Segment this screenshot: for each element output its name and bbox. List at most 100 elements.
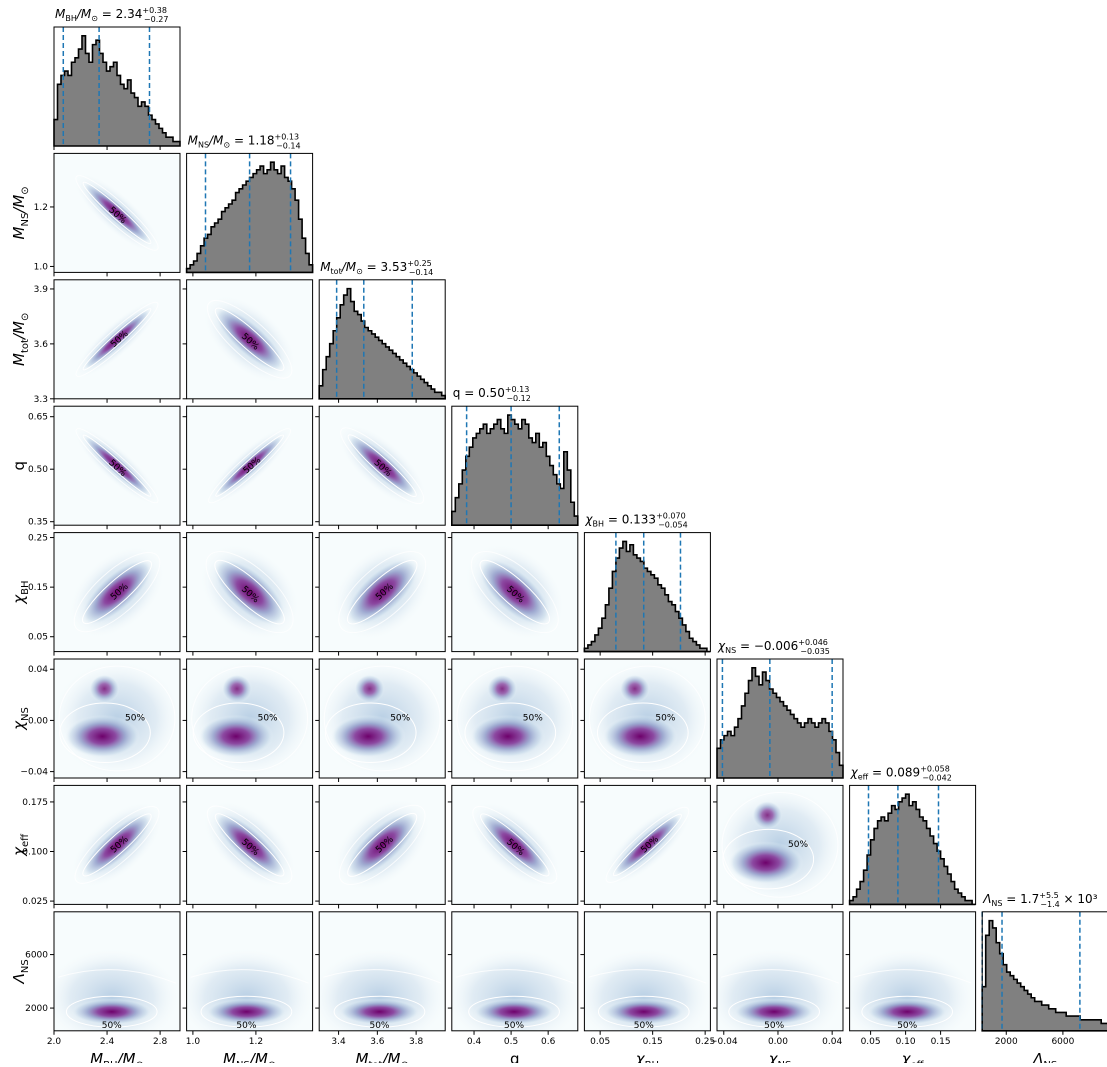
contour-label: 50% (102, 1021, 122, 1031)
density-core (487, 674, 518, 704)
density-panel-chibh-vs-q: 50% (447, 532, 579, 656)
contour-90 (206, 299, 293, 379)
contour-90 (456, 665, 574, 772)
y-tick-label: −0.04 (20, 768, 48, 778)
y-tick-label: 0.15 (28, 583, 48, 593)
density-frame (583, 658, 711, 779)
density-haze (849, 947, 976, 1031)
density-core (752, 800, 783, 830)
contour-50 (464, 702, 557, 764)
x-tick-label: 0.04 (822, 1037, 842, 1047)
y-tick-label: 0.00 (28, 716, 48, 726)
hist-title-lambdans: ΛNS = 1.7+5.5 −1.4 × 10³ (982, 891, 1097, 909)
hist-panel-chins: χNS = −0.006+0.046 −0.035 (716, 638, 844, 782)
hist-title-mns: MNS/M⊙ = 1.18+0.13 −0.14 (188, 132, 301, 150)
density-core (473, 998, 555, 1025)
contour-50 (82, 434, 152, 497)
density-frame (53, 911, 181, 1032)
y-tick-label: 0.175 (22, 798, 48, 808)
x-tick-label: 0.15 (643, 1037, 663, 1047)
contour-90 (338, 551, 427, 634)
x-tick-label: 0.4 (467, 1037, 482, 1047)
contour-90 (57, 969, 177, 984)
contour-90 (323, 969, 442, 984)
density-frame (186, 911, 314, 1032)
density-core (347, 434, 417, 498)
y-tick-label: 0.05 (28, 633, 48, 643)
x-axis-label-mbh: MBH/M⊙ (90, 1050, 144, 1063)
density-frame (186, 658, 314, 779)
density-panel-chieff-vs-chibh: 50% (580, 784, 711, 909)
contour-50 (612, 813, 682, 877)
contour-90 (472, 805, 558, 884)
contour-50 (82, 181, 152, 245)
contour-50 (65, 995, 158, 1028)
x-axis-label-chins: χNS (768, 1050, 792, 1063)
hist-fill-mbh (54, 35, 180, 146)
density-frame (318, 658, 446, 779)
density-core (619, 674, 650, 704)
density-core (727, 841, 804, 885)
hist-title-q: q = 0.50+0.13 −0.12 (453, 385, 531, 403)
contour-90 (323, 665, 441, 772)
density-frame (451, 784, 579, 905)
x-tick-label: 0.05 (590, 1037, 610, 1047)
contour-90 (75, 428, 159, 504)
density-core (221, 674, 253, 704)
density-panel-lambdans-vs-mtot: 50% 3.4 3.6 3.8Mtot/M⊙ (315, 911, 446, 1067)
density-panel-chibh-vs-mtot: 50% (315, 532, 446, 656)
contour-90 (74, 805, 160, 884)
contour-label: 50% (504, 1021, 524, 1031)
density-panel-chieff-vs-chins: 50% (713, 784, 844, 909)
y-axis-label-chieff: χeff (10, 833, 31, 857)
density-core (603, 998, 685, 1025)
hist-frame (451, 405, 579, 526)
density-panel-lambdans-vs-q: 50% 0.4 0.5 0.6 q (447, 911, 579, 1067)
contour-label: 50% (897, 1021, 917, 1031)
x-tick-label: 0.6 (541, 1037, 556, 1047)
contour-90 (605, 806, 690, 883)
y-axis-label-chibh: χBH (10, 580, 31, 604)
contour-90 (58, 665, 176, 772)
contour-50 (214, 813, 285, 877)
density-core (345, 558, 419, 627)
density-haze (584, 947, 711, 1031)
density-panel-chins-vs-mns: 50% (182, 658, 314, 782)
contour-50 (480, 813, 550, 877)
hist-edge-lambdans (981, 919, 1107, 1032)
x-tick-label: 3.6 (370, 1037, 385, 1047)
y-tick-label: 2000 (25, 1004, 48, 1014)
hist-panel-mns: MNS/M⊙ = 1.18+0.13 −0.14 (185, 132, 314, 277)
density-panel-q-vs-mbh: 50%0.350.500.65q (10, 405, 181, 530)
contour-label: 50% (369, 1021, 389, 1031)
density-haze (319, 947, 446, 1031)
x-tick-label: 0.05 (861, 1037, 881, 1047)
x-axis-label-chibh: χBH (635, 1050, 659, 1063)
contour-90 (588, 969, 707, 984)
x-tick-label: 3.8 (409, 1037, 424, 1047)
contour-50 (81, 560, 153, 625)
x-tick-label: 0.00 (768, 1037, 788, 1047)
density-core (214, 306, 285, 372)
x-tick-label: 1.2 (249, 1037, 263, 1047)
density-core (478, 558, 552, 627)
x-axis-label-chieff: χeff (901, 1050, 925, 1063)
contour-50 (200, 995, 293, 1028)
contour-50 (324, 702, 417, 764)
x-tick-label: 0.5 (504, 1037, 518, 1047)
density-frame (583, 911, 711, 1032)
density-core (81, 812, 153, 878)
y-tick-label: 0.100 (22, 848, 48, 858)
density-panel-chins-vs-mbh: 50% −0.04 0.00 0.04 χNS (10, 658, 181, 782)
density-core (89, 674, 120, 704)
density-frame (318, 784, 446, 905)
contour-90 (206, 805, 293, 885)
density-frame (849, 911, 977, 1032)
contour-90 (853, 969, 972, 984)
y-tick-label: 6000 (25, 951, 48, 961)
contour-50 (346, 559, 418, 625)
